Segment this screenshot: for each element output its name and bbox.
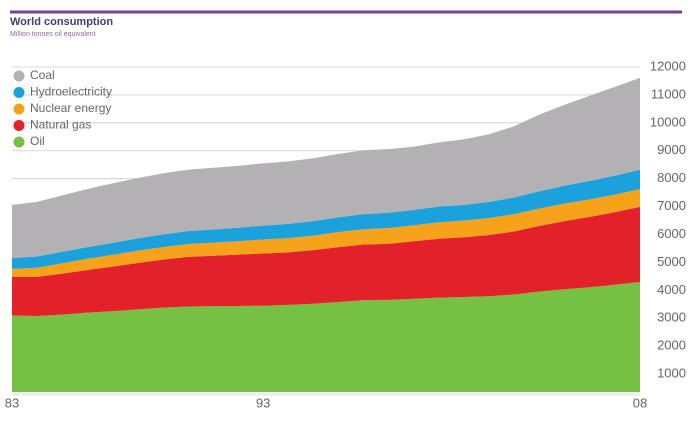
legend-swatch [13, 136, 25, 148]
area [12, 169, 640, 269]
legend-swatch [13, 87, 25, 98]
y-tick-label: 10000 [650, 114, 686, 129]
labels: 1000 2000 3000 4000 5000 6000 7000 8000 9000 1000… [5, 58, 686, 410]
y-tick-label: 5000 [657, 254, 686, 269]
x-tick-label: 93 [256, 395, 270, 410]
x-tick-label: 08 [633, 395, 647, 410]
y-tick-label: 4000 [657, 282, 686, 297]
legend-swatch [13, 70, 25, 82]
area [12, 77, 640, 258]
area [12, 281, 640, 392]
y-tick-label: 9000 [657, 142, 686, 157]
legend-label: Hydroelectricity [30, 85, 112, 99]
areas [12, 77, 640, 392]
y-tick-label: 12000 [650, 58, 686, 73]
legend-label: Natural gas [30, 118, 91, 132]
y-tick-label: 8000 [657, 170, 686, 185]
y-tick-label: 7000 [657, 198, 686, 213]
area [12, 206, 640, 317]
y-tick-label: 11000 [651, 86, 686, 101]
y-tick-label: 2000 [657, 338, 686, 353]
x-axis-band [12, 392, 640, 396]
area [12, 188, 640, 277]
y-tick-label: 1000 [657, 366, 686, 381]
x-tick-label: 83 [5, 395, 19, 410]
legend-swatch [13, 103, 25, 115]
legend-label: Coal [30, 68, 55, 82]
legend-swatch [13, 120, 25, 131]
y-tick-label: 3000 [657, 310, 686, 325]
legend-label: Nuclear energy [30, 101, 111, 115]
y-tick-label: 6000 [657, 226, 686, 241]
chart-title: World consumption [10, 16, 113, 28]
chart-subtitle: Million tonnes oil equivalent [10, 31, 96, 38]
legend-label: Oil [30, 134, 45, 148]
